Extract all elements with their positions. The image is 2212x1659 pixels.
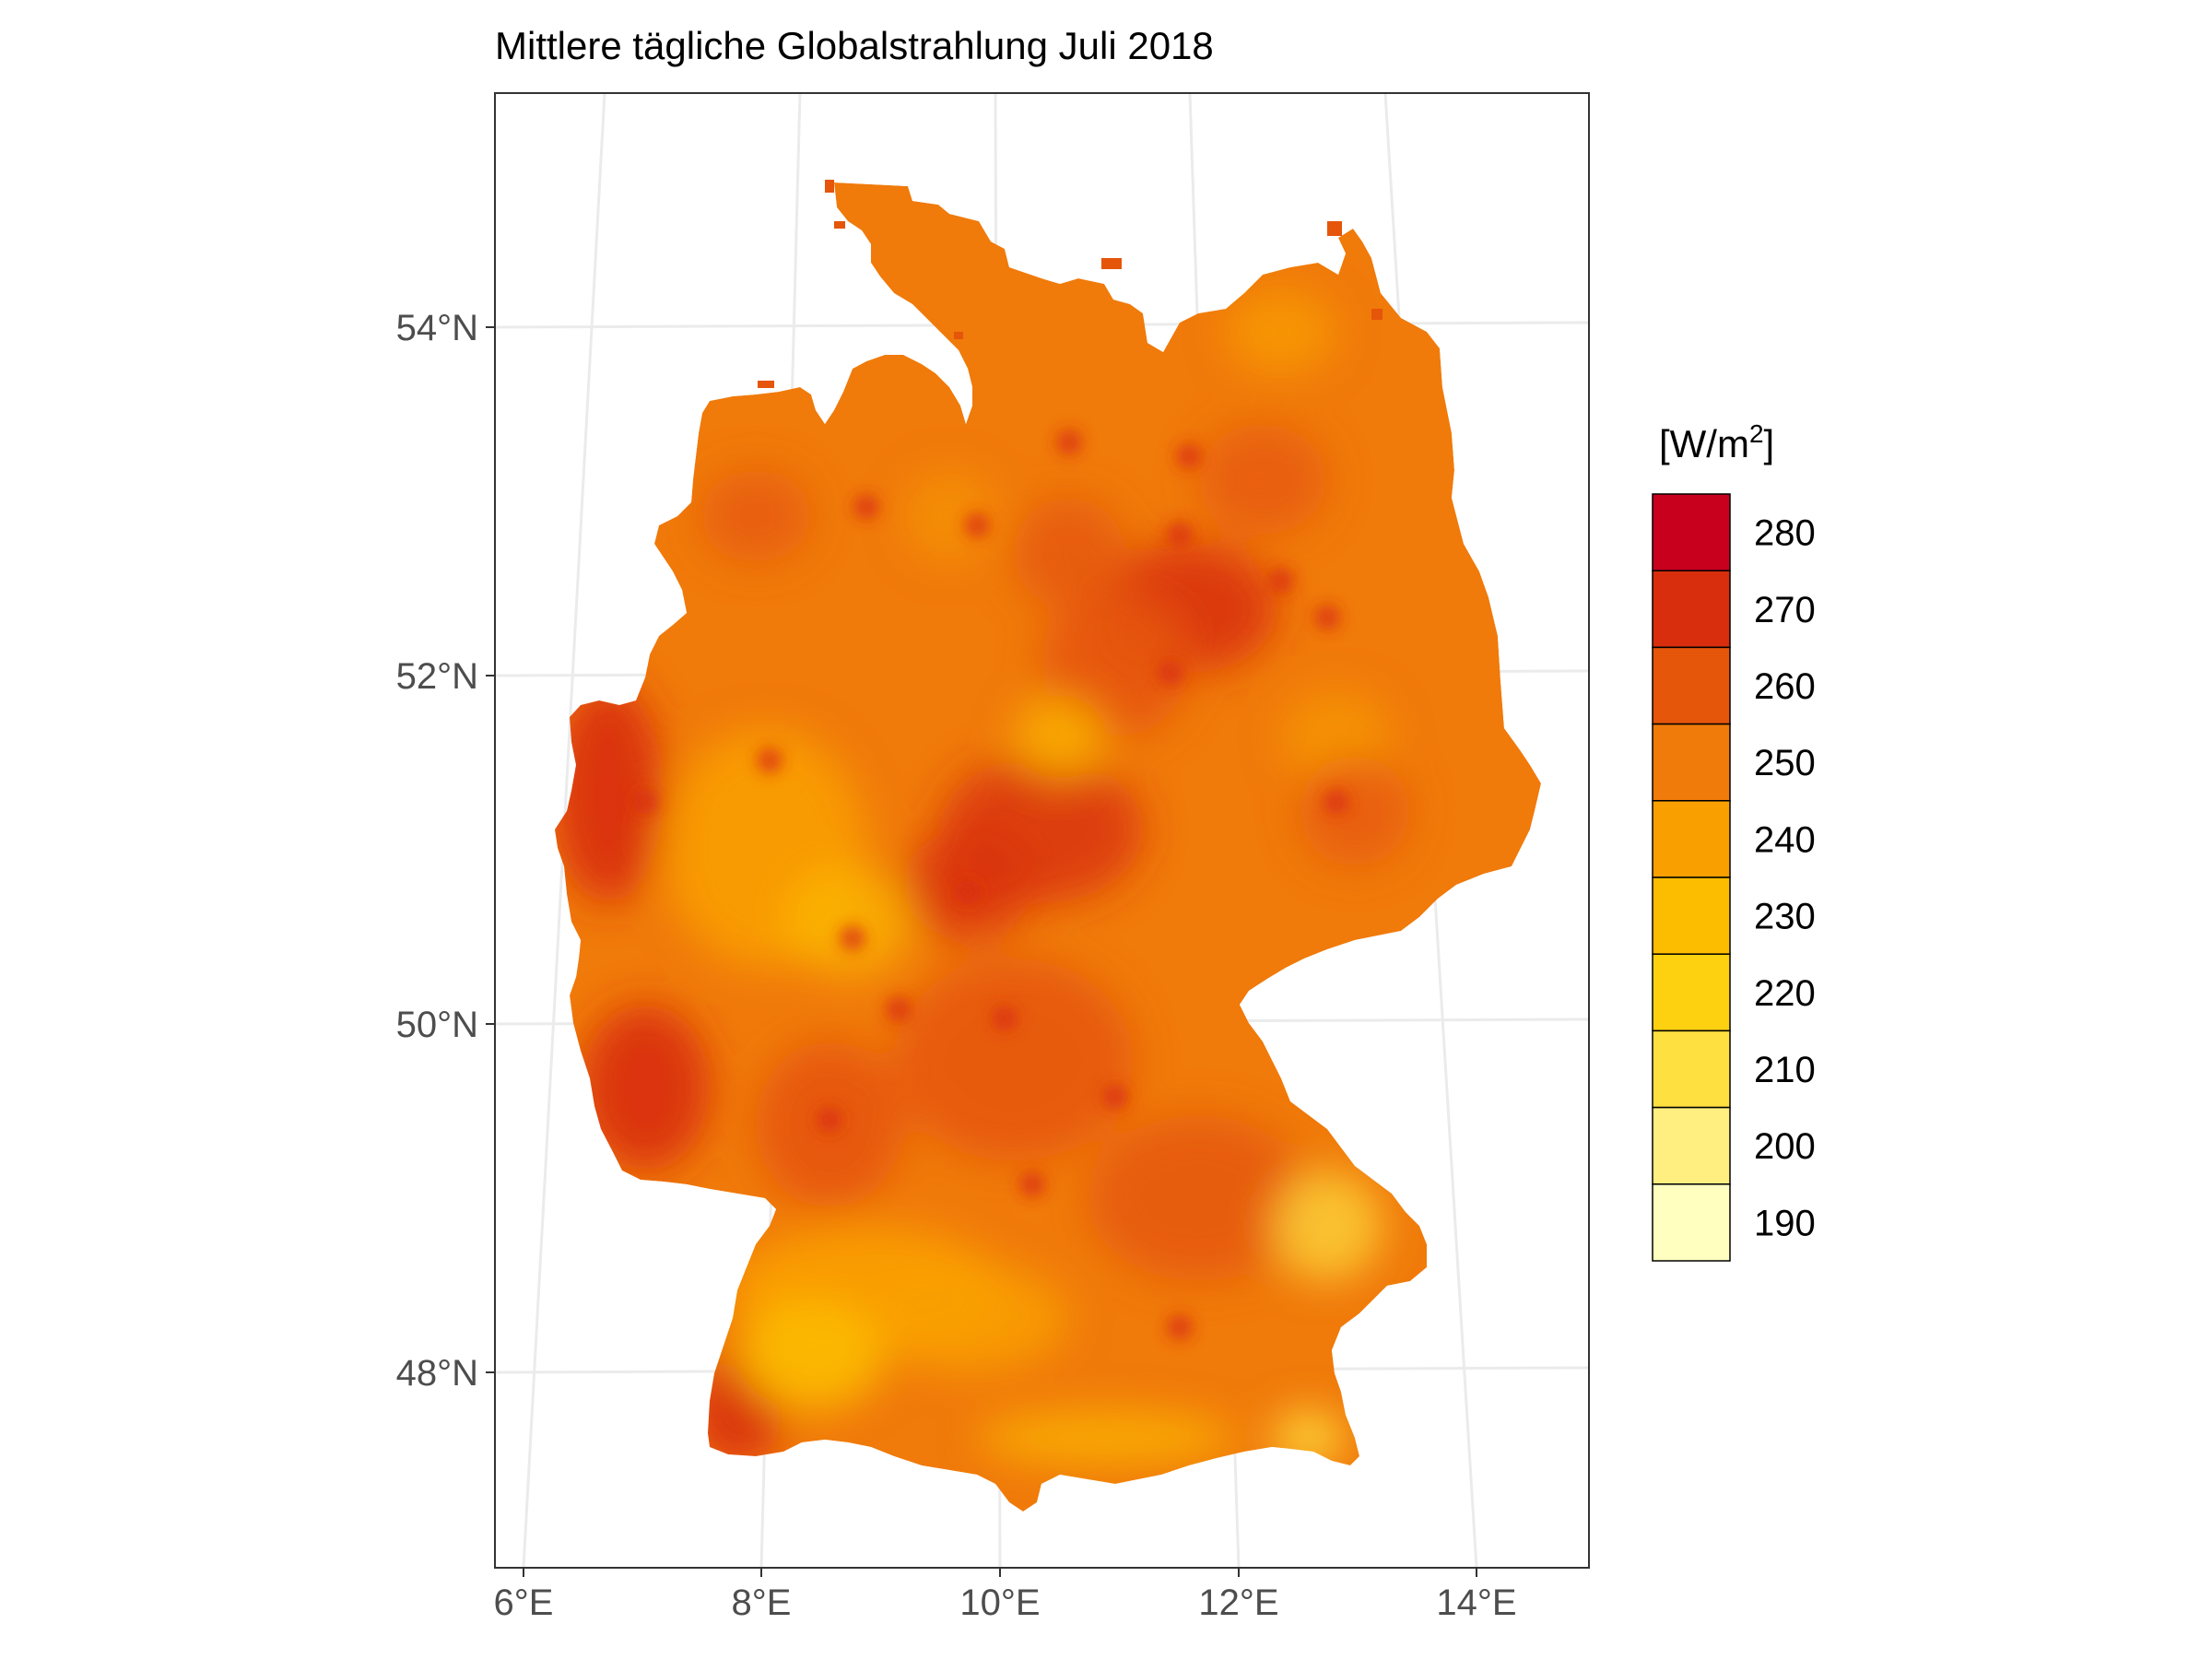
- x-tick-label: 6°E: [494, 1583, 554, 1623]
- x-tick-label: 14°E: [1436, 1583, 1516, 1623]
- radiation-zone: [903, 470, 995, 562]
- radiation-zone: [1014, 498, 1124, 608]
- panel-border: [494, 92, 1590, 1569]
- radiation-zone: [1088, 1115, 1309, 1281]
- legend-label: 230: [1754, 897, 1816, 937]
- radiation-zone: [894, 959, 1134, 1161]
- y-tick-label: 54°N: [396, 308, 478, 348]
- radiation-zone: [555, 682, 664, 903]
- legend-label: 190: [1754, 1203, 1816, 1243]
- legend: [W/m2] 280 270 260 250 240 230 220 210 200 190: [1652, 419, 1816, 1262]
- legend-swatch: [1652, 646, 1731, 725]
- radiation-raster: [555, 182, 1541, 1512]
- radiation-zone: [1014, 696, 1106, 779]
- radiation-zone: [977, 1410, 1235, 1465]
- island: [954, 332, 963, 339]
- legend-swatch: [1652, 723, 1731, 802]
- radiation-zone: [866, 1263, 1069, 1373]
- island: [825, 180, 834, 193]
- radiation-hotspot: [757, 747, 782, 773]
- y-axis: 54°N 52°N 50°N 48°N: [396, 308, 495, 1394]
- y-tick-label: 50°N: [396, 1005, 478, 1045]
- x-tick-label: 10°E: [959, 1583, 1040, 1623]
- legend-label: 280: [1754, 513, 1816, 554]
- x-tick-label: 8°E: [732, 1583, 792, 1623]
- y-tick-label: 48°N: [396, 1353, 478, 1394]
- legend-swatch: [1652, 1030, 1731, 1109]
- radiation-hotspot: [853, 494, 879, 520]
- radiation-zone: [1300, 756, 1410, 866]
- radiation-hotspot: [886, 996, 912, 1022]
- legend-label: 210: [1754, 1050, 1816, 1090]
- radiation-hotspot: [840, 925, 865, 951]
- legend-title: [W/m2]: [1659, 419, 1774, 465]
- radiation-zone: [737, 1300, 885, 1410]
- island: [1371, 309, 1382, 320]
- island: [1327, 221, 1342, 236]
- radiation-hotspot: [1019, 1171, 1045, 1197]
- radiation-hotspot: [992, 1006, 1018, 1031]
- map-panel: [494, 92, 1590, 1569]
- radiation-zone: [1198, 424, 1327, 535]
- legend-label: 200: [1754, 1126, 1816, 1167]
- legend-swatch: [1652, 1106, 1731, 1185]
- legend-label: 260: [1754, 666, 1816, 707]
- radiation-hotspot: [1268, 568, 1294, 594]
- radiation-zone: [581, 1005, 710, 1171]
- radiation-hotspot: [1158, 660, 1183, 686]
- radiation-hotspot: [632, 789, 658, 815]
- legend-swatch: [1652, 1183, 1731, 1262]
- legend-swatch: [1652, 800, 1731, 878]
- radiation-hotspot: [1324, 789, 1349, 815]
- legend-label: 220: [1754, 973, 1816, 1014]
- legend-swatch: [1652, 493, 1731, 571]
- radiation-hotspot: [1102, 1084, 1128, 1110]
- radiation-hotspot: [1176, 443, 1202, 469]
- legend-swatch: [1652, 953, 1731, 1032]
- map-title: Mittlere tägliche Globalstrahlung Juli 2…: [495, 24, 1214, 67]
- legend-swatch: [1652, 877, 1731, 955]
- x-tick-label: 12°E: [1198, 1583, 1278, 1623]
- island: [758, 381, 774, 388]
- legend-label: 270: [1754, 590, 1816, 630]
- radiation-zone: [1226, 290, 1336, 373]
- coastal-islands: [758, 180, 1382, 388]
- radiation-hotspot: [1167, 522, 1193, 547]
- legend-label: 250: [1754, 743, 1816, 783]
- radiation-hotspot: [1056, 429, 1082, 455]
- legend-label: 240: [1754, 819, 1816, 860]
- radiation-hotspot: [955, 879, 981, 905]
- island: [1101, 258, 1122, 269]
- radiation-hotspot: [1167, 1314, 1193, 1340]
- radiation-hotspot: [1314, 605, 1340, 630]
- radiation-zone: [1272, 1171, 1382, 1281]
- x-axis: 6°E 8°E 10°E 12°E 14°E: [494, 1568, 1517, 1623]
- radiation-hotspot: [964, 512, 990, 538]
- legend-keys: 280 270 260 250 240 230 220 210 200 190: [1652, 493, 1816, 1262]
- y-tick-label: 52°N: [396, 656, 478, 697]
- legend-swatch: [1652, 570, 1731, 649]
- radiation-hotspot: [817, 1107, 842, 1133]
- radiation-zone: [783, 866, 912, 977]
- island: [834, 221, 845, 229]
- radiation-zone: [700, 470, 811, 562]
